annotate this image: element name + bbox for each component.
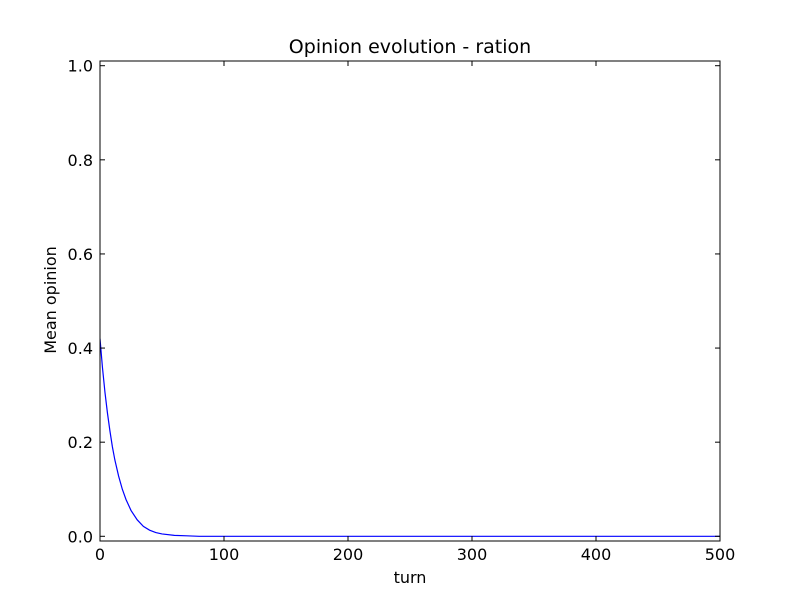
x-tick-label: 300: [457, 545, 488, 564]
y-tick-label: 0.4: [68, 339, 93, 358]
x-tick-label: 200: [333, 545, 364, 564]
x-axis-label: turn: [394, 568, 427, 587]
y-tick-label: 0.2: [68, 433, 93, 452]
x-tick-label: 0: [95, 545, 105, 564]
tick-labels: 0 100 200 300 400 500 0.0 0.2 0.4 0.6 0.8 1.0: [68, 57, 736, 564]
y-axis-label: Mean opinion: [41, 246, 60, 354]
y-tick-label: 0.0: [68, 527, 93, 546]
plot-area: [99, 60, 721, 542]
axis-ticks: [99, 61, 721, 541]
axes-frame: [99, 60, 721, 542]
x-tick-label: 400: [581, 545, 612, 564]
x-tick-label: 100: [209, 545, 240, 564]
chart-title: Opinion evolution - ration: [289, 36, 531, 58]
series-line-0: [100, 338, 720, 537]
y-tick-label: 0.6: [68, 245, 93, 264]
x-tick-label: 500: [705, 545, 736, 564]
y-tick-label: 1.0: [68, 57, 93, 76]
y-tick-label: 0.8: [68, 151, 93, 170]
